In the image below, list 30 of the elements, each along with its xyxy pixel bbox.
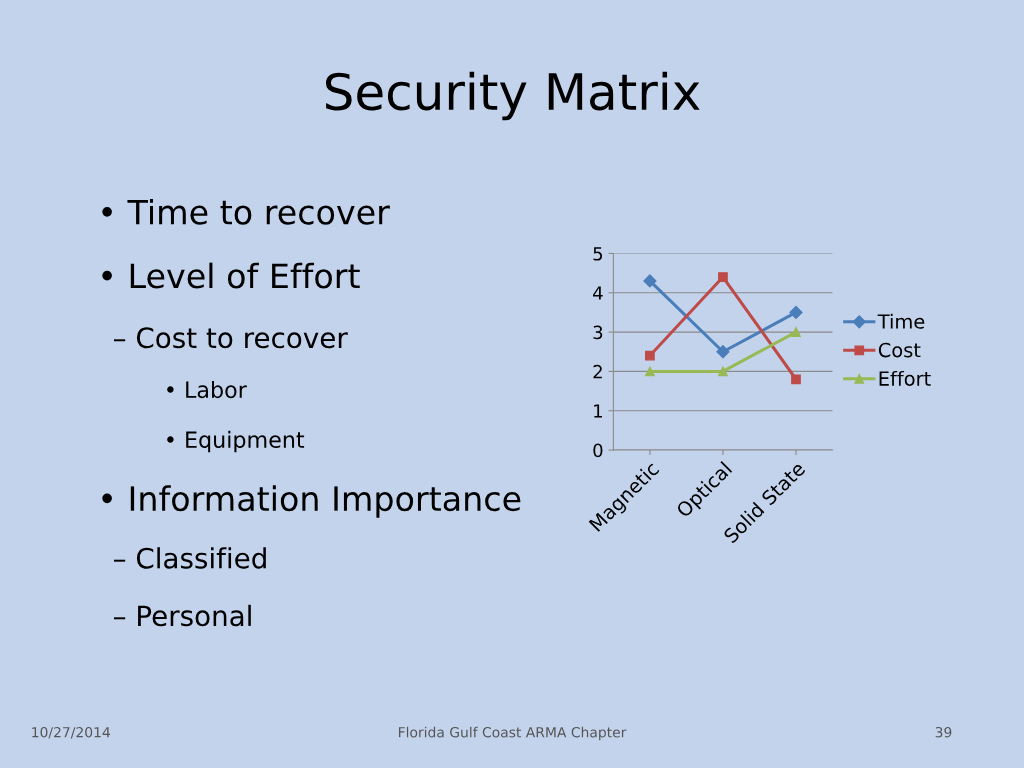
y-tick-label: 4 [593,286,603,300]
y-tick-label: 0 [593,443,603,458]
point [791,374,801,385]
point [716,345,730,359]
y-tick-label: 1 [594,404,602,418]
text: – Cost to recover [114,327,348,349]
point [718,366,728,377]
y-tick-label: 2 [593,364,602,379]
text: • Time to recover [102,198,390,225]
text: 10/27/2014 [32,726,110,739]
legend-label: Time [877,313,925,329]
text: • Equipment [167,430,305,453]
point [789,305,803,320]
chart-title: Security Matrix [325,71,700,121]
text: • Labor [167,380,247,399]
point [645,366,655,377]
text: Florida Gulf Coast ARMA Chapter [398,726,627,741]
legend-label: Effort [879,370,931,386]
point [791,327,801,337]
text: 39 [935,726,952,738]
point [643,274,657,288]
point [645,350,655,361]
text: • Level of Effort [102,262,360,289]
y-tick-label: 3 [593,325,603,340]
text: – Classified [114,547,266,569]
point [718,272,728,282]
y-tick-label: 5 [593,247,603,261]
legend-label: Cost [878,342,921,358]
text: • Information Importance [102,485,521,518]
text: – Personal [114,604,251,627]
